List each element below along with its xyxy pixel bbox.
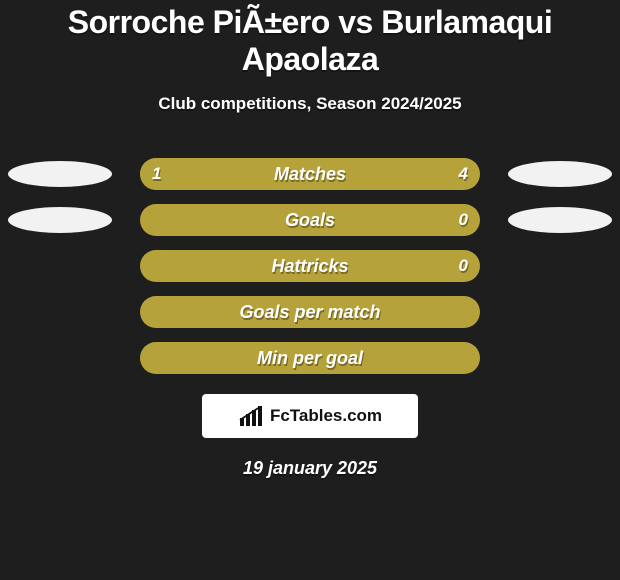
stat-label: Goals per match [140, 302, 480, 323]
stat-bar: Goals0 [140, 204, 480, 236]
stat-right-value: 4 [459, 158, 468, 190]
stat-bar: Hattricks0 [140, 250, 480, 282]
chart-container: Sorroche PiÃ±ero vs Burlamaqui Apaolaza … [0, 0, 620, 580]
stat-right-value: 0 [459, 204, 468, 236]
flag-left [8, 207, 112, 233]
flag-left [8, 161, 112, 187]
stat-bar: 1Matches4 [140, 158, 480, 190]
date-text: 19 january 2025 [0, 458, 620, 479]
watermark: FcTables.com [202, 394, 418, 438]
stat-label: Goals [140, 210, 480, 231]
stat-row: Hattricks0 [0, 250, 620, 282]
stat-label: Hattricks [140, 256, 480, 277]
watermark-text: FcTables.com [270, 406, 382, 426]
page-title: Sorroche PiÃ±ero vs Burlamaqui Apaolaza [0, 0, 620, 78]
flag-right [508, 207, 612, 233]
stat-row: Goals per match [0, 296, 620, 328]
stat-bar: Goals per match [140, 296, 480, 328]
subtitle: Club competitions, Season 2024/2025 [0, 94, 620, 114]
stat-row: 1Matches4 [0, 158, 620, 190]
chart-icon [238, 406, 264, 426]
stat-rows: 1Matches4Goals0Hattricks0Goals per match… [0, 158, 620, 374]
stat-row: Min per goal [0, 342, 620, 374]
flag-right [508, 161, 612, 187]
stat-row: Goals0 [0, 204, 620, 236]
stat-bar: Min per goal [140, 342, 480, 374]
stat-right-value: 0 [459, 250, 468, 282]
stat-label: Min per goal [140, 348, 480, 369]
stat-label: Matches [140, 164, 480, 185]
